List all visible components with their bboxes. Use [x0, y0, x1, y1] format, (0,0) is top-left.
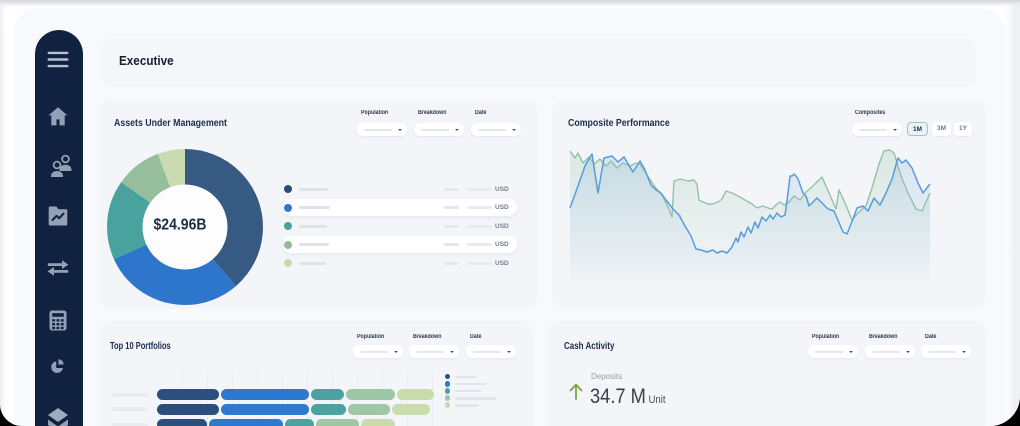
svg-text:$24.96B: $24.96B	[154, 217, 207, 234]
